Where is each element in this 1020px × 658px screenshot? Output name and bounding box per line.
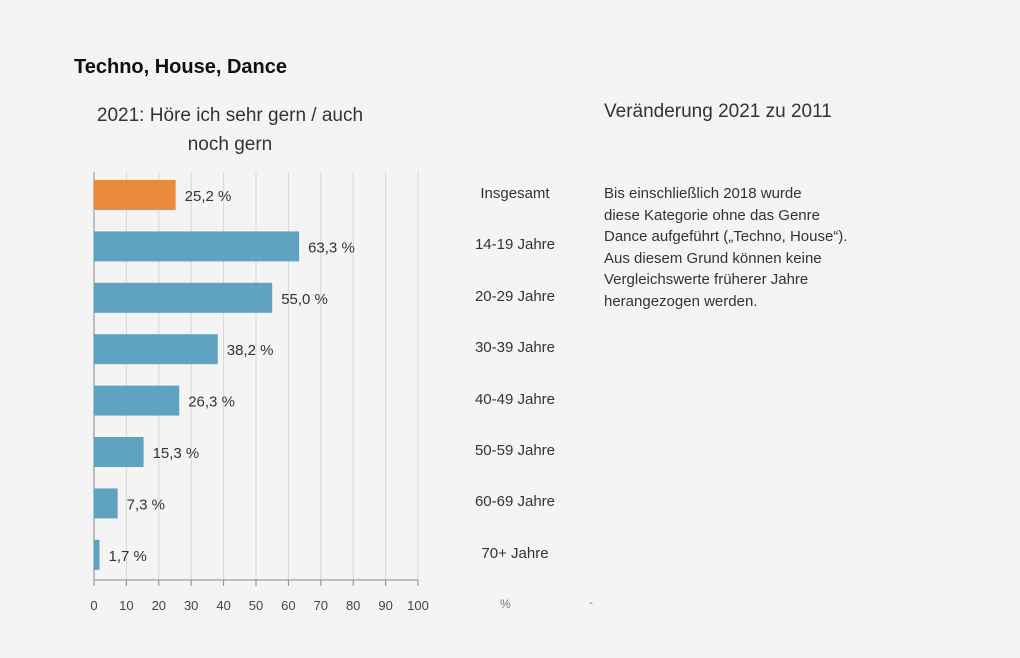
bar: [94, 437, 144, 467]
category-label: 70+ Jahre: [481, 544, 549, 562]
x-tick-label: 70: [314, 598, 328, 613]
x-tick-label: 100: [407, 598, 429, 613]
data-label: 1,7 %: [109, 548, 147, 565]
bar: [94, 282, 273, 313]
x-tick-label: 30: [184, 598, 198, 613]
x-tick-label: 80: [346, 598, 360, 613]
bar: [94, 334, 218, 365]
bar: [94, 180, 176, 210]
data-label: 26,3 %: [188, 394, 235, 411]
bar: [94, 385, 180, 416]
data-label: 25,2 %: [185, 188, 232, 205]
chart-title: Techno, House, Dance: [74, 56, 288, 78]
x-tick-label: 90: [378, 598, 392, 613]
data-label: 38,2 %: [227, 342, 274, 359]
category-label: 14-19 Jahre: [474, 236, 556, 254]
x-tick-label: 60: [281, 598, 295, 613]
data-label: 55,0 %: [281, 291, 328, 308]
data-label: 7,3 %: [127, 496, 165, 513]
x-tick-label: 40: [216, 598, 230, 613]
category-label: 50-59 Jahre: [474, 442, 556, 459]
change-value: -: [589, 595, 593, 609]
change-note: Bis einschließlich 2018 wurde diese Kate…: [604, 185, 848, 310]
change-title: Veränderung 2021 zu 2011: [604, 101, 832, 122]
category-label: 40-49 Jahre: [474, 390, 556, 408]
data-label: 15,3 %: [153, 445, 200, 462]
x-tick-label: 50: [249, 598, 263, 613]
x-tick-label: 0: [90, 598, 97, 613]
category-label: 60-69 Jahre: [474, 493, 556, 511]
x-tick-label: 20: [152, 598, 166, 613]
data-label: 63,3 %: [308, 239, 355, 256]
bar: [94, 539, 100, 570]
bar: [94, 231, 300, 262]
x-tick-label: 10: [119, 598, 133, 613]
chart-subtitle: 2021: Höre ich sehr gern / auch noch ger…: [96, 105, 364, 155]
category-label: Insgesamt: [480, 185, 550, 202]
category-label: 20-29 Jahre: [474, 287, 556, 305]
bar: [94, 488, 118, 519]
unit-label: %: [500, 597, 511, 611]
category-label: 30-39 Jahre: [474, 339, 556, 357]
